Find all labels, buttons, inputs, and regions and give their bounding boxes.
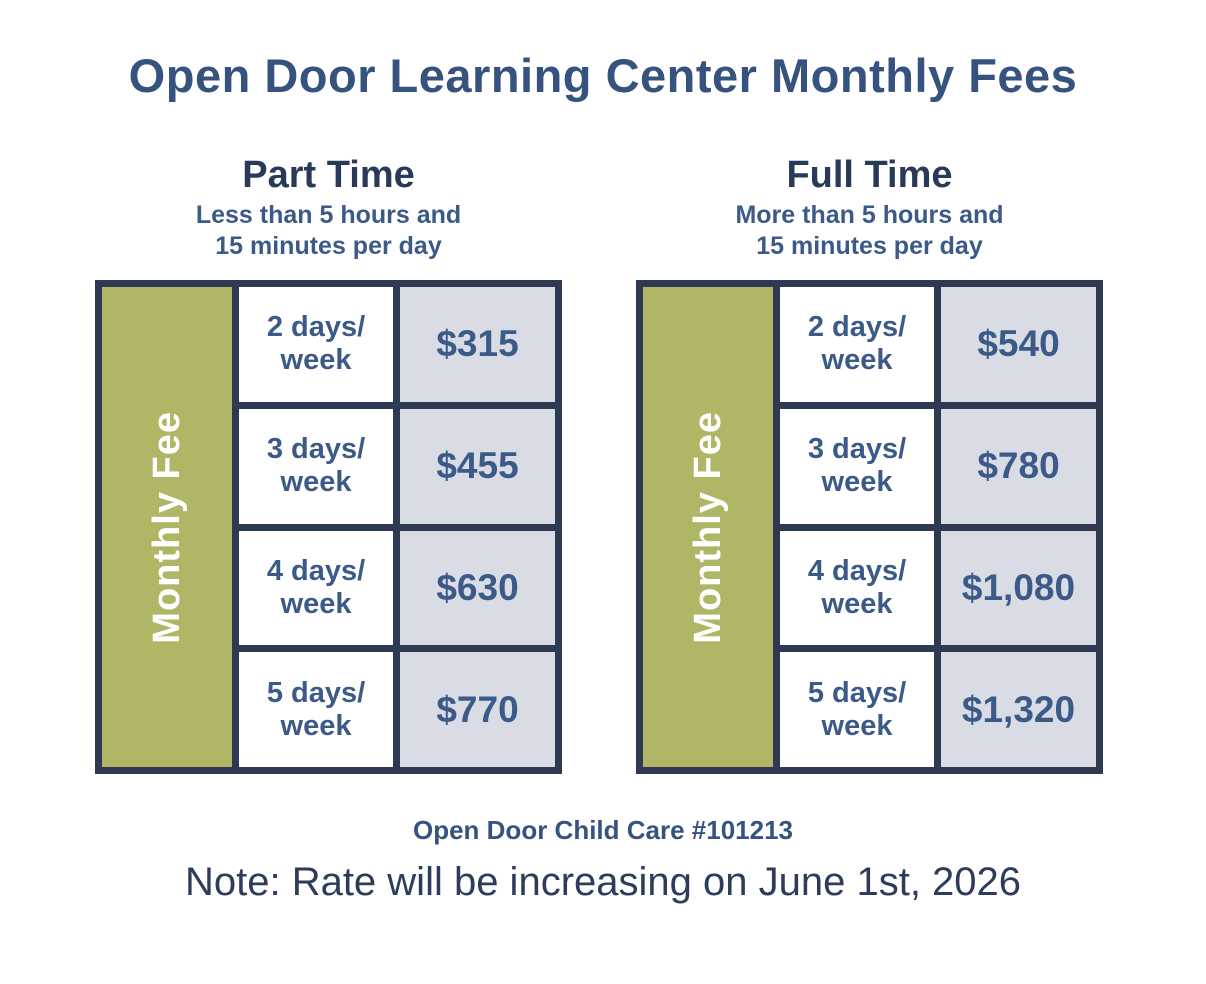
part-time-days-cell-5: 5 days/ week [239, 652, 393, 767]
part-time-days-cell-4: 4 days/ week [239, 530, 393, 646]
part-time-price-cell-2: $315 [400, 287, 555, 402]
full-time-monthly-fee-band: Monthly Fee [643, 287, 773, 767]
days-label-line-1: 2 days/ [266, 311, 366, 344]
days-label-line-2: week [821, 344, 893, 377]
rate-increase-note: Note: Rate will be increasing on June 1s… [184, 860, 1022, 904]
part-time-days-cell-3: 3 days/ week [239, 408, 393, 524]
full-time-days-cell-5: 5 days/ week [780, 652, 934, 767]
part-time-days-cell-2: 2 days/ week [239, 287, 393, 402]
full-time-days-cell-3: 3 days/ week [780, 408, 934, 524]
days-label-line-2: week [821, 587, 893, 620]
days-label-line-2: week [821, 466, 893, 499]
days-label-line-2: week [821, 709, 893, 742]
part-time-subtitle-line-2: 15 minutes per day [215, 232, 442, 260]
part-time-section: Part Time Less than 5 hours and 15 minut… [95, 153, 562, 774]
part-time-subtitle-line-1: Less than 5 hours and [195, 201, 462, 229]
full-time-subtitle-line-2: 15 minutes per day [756, 232, 983, 260]
part-time-subtitle: Less than 5 hours and 15 minutes per day [95, 200, 562, 262]
page-title: Open Door Learning Center Monthly Fees [128, 49, 1078, 102]
full-time-monthly-fee-label: Monthly Fee [686, 410, 729, 644]
days-label-line-1: 3 days/ [266, 433, 366, 466]
full-time-subtitle-line-1: More than 5 hours and [735, 201, 1004, 229]
part-time-price-cell-4: $630 [400, 530, 555, 646]
part-time-fee-table: Monthly Fee 2 days/ week $315 3 days/ we… [95, 280, 562, 774]
days-label-line-2: week [280, 466, 352, 499]
full-time-fee-table: Monthly Fee 2 days/ week $540 3 days/ we… [636, 280, 1103, 774]
fee-tables-area: Part Time Less than 5 hours and 15 minut… [95, 153, 1103, 774]
days-label-line-1: 4 days/ [266, 554, 366, 587]
part-time-price-cell-3: $455 [400, 408, 555, 524]
days-label-line-1: 5 days/ [266, 676, 366, 709]
days-label-line-1: 4 days/ [807, 554, 907, 587]
part-time-monthly-fee-band: Monthly Fee [102, 287, 232, 767]
days-label-line-1: 5 days/ [807, 676, 907, 709]
full-time-price-cell-4: $1,080 [941, 530, 1096, 646]
full-time-price-cell-5: $1,320 [941, 652, 1096, 767]
part-time-monthly-fee-label: Monthly Fee [145, 410, 188, 644]
part-time-price-cell-5: $770 [400, 652, 555, 767]
days-label-line-1: 2 days/ [807, 311, 907, 344]
full-time-heading: Full Time [786, 154, 953, 196]
days-label-line-2: week [280, 587, 352, 620]
full-time-price-cell-2: $540 [941, 287, 1096, 402]
days-label-line-1: 3 days/ [807, 433, 907, 466]
full-time-price-cell-3: $780 [941, 408, 1096, 524]
days-label-line-2: week [280, 344, 352, 377]
days-label-line-2: week [280, 709, 352, 742]
license-number: Open Door Child Care #101213 [412, 815, 794, 845]
full-time-days-cell-4: 4 days/ week [780, 530, 934, 646]
full-time-section: Full Time More than 5 hours and 15 minut… [636, 153, 1103, 774]
full-time-days-cell-2: 2 days/ week [780, 287, 934, 402]
part-time-heading: Part Time [242, 154, 415, 196]
full-time-subtitle: More than 5 hours and 15 minutes per day [636, 200, 1103, 262]
